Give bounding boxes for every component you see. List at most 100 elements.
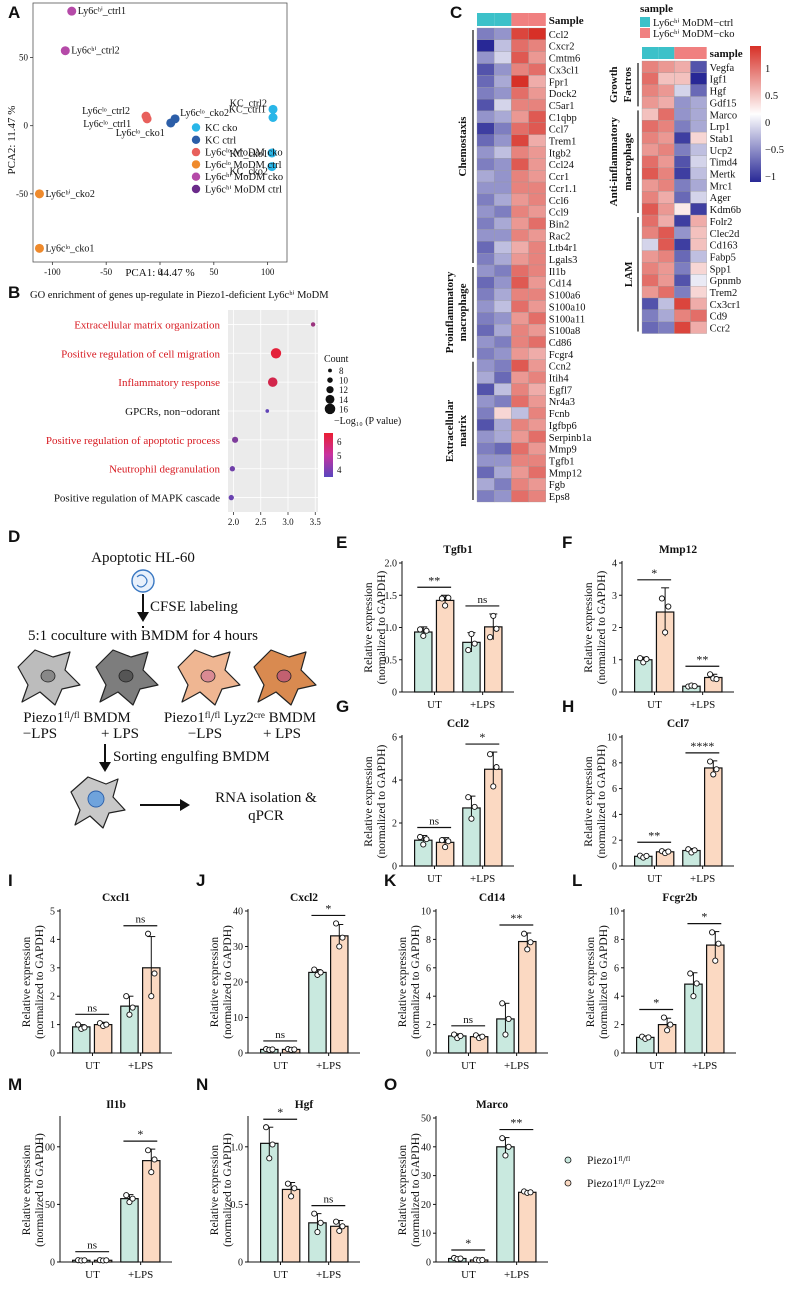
heatmap-gene-label: Ccr1 [549, 172, 569, 183]
heatmap-cell [641, 143, 659, 156]
heatmap-cell [528, 193, 546, 206]
significance-label: ** [648, 828, 660, 842]
data-point [423, 836, 430, 843]
heatmap-cell [674, 155, 691, 168]
heatmap-cell [476, 371, 495, 384]
bar-y-tick-label: 0 [238, 1049, 243, 1060]
bar-y-tick-label: 6 [612, 784, 617, 795]
bar-y-tick-label: 2 [614, 1020, 619, 1031]
bar-y-tick-label: 8 [426, 935, 431, 946]
heatmap-cell [494, 347, 512, 360]
heatmap-cell [511, 407, 529, 420]
pca-legend-dot [191, 123, 201, 132]
bar-panel-e: Tgfb1 0 0.5 1.0 1.5 2.0 Relative expression (no… [363, 544, 514, 711]
heatmap-cell [528, 454, 546, 467]
heatmap-cell [690, 285, 707, 299]
panel-label-j: J [196, 871, 205, 890]
heatmap-cell [528, 347, 546, 360]
data-point [665, 848, 672, 855]
pca-legend-dot [191, 160, 201, 169]
bar-y-tick-label: 10 [421, 907, 431, 918]
schematic-cell-label: −LPS [188, 726, 222, 742]
heatmap-gene-label: Serpinb1a [549, 433, 592, 444]
heatmap-cell [658, 214, 675, 228]
bar-y-label: Relative expression [21, 1145, 33, 1236]
pca-point-label: Ly6cˡᵒ_cko1 [116, 128, 165, 139]
go-count-label: 12 [339, 385, 348, 395]
heatmap-cell [476, 418, 495, 432]
bar-y-tick-label: 30 [233, 942, 243, 953]
heatmap-cell [690, 203, 707, 216]
heatmap-group-label: macrophage [622, 133, 634, 191]
engulfed-cell-icon [87, 790, 105, 808]
bar-x-tick-label: +LPS [690, 699, 715, 711]
heatmap-cell [674, 179, 691, 192]
heatmap-cell [476, 252, 495, 266]
data-point [288, 1193, 295, 1200]
data-point [471, 803, 478, 810]
data-point [471, 640, 478, 647]
pca-legend-label: Ly6cʰⁱ MoDM cko [205, 171, 283, 183]
heatmap-cell [494, 27, 512, 41]
heatmap-cell [674, 238, 691, 251]
schematic-cell-label: −LPS [23, 726, 57, 742]
heatmap-group-label: macrophage [457, 283, 469, 341]
heatmap-cell [511, 75, 529, 88]
heatmap-cell [494, 158, 512, 171]
heatmap-cell [511, 383, 529, 396]
heatmap-gene-label: Ccl6 [549, 196, 569, 207]
pca-legend-label: Ly6cˡᵒ MoDM ctrl [205, 160, 282, 171]
heatmap-cell [476, 347, 495, 360]
significance-label: * [701, 910, 707, 924]
heatmap-scale-tick: 0.5 [765, 91, 778, 102]
heatmap-cell [494, 466, 512, 479]
heatmap-cell [528, 87, 546, 100]
bar-panel-title: Ccl7 [667, 718, 690, 730]
data-point [291, 1185, 298, 1192]
heatmap-cell [528, 407, 546, 420]
bar-y-label: Relative expression [21, 937, 33, 1028]
heatmap-cell [690, 167, 707, 180]
heatmap-cell [674, 167, 691, 180]
go-term-label: Extracellular matrix organization [74, 319, 220, 331]
data-point [468, 630, 475, 638]
heatmap-gene-label: Ager [710, 193, 731, 204]
heatmap-gene-label: Cd86 [549, 338, 572, 349]
bar-panel-n: Hgf 0 0.5 1.0 Relative expression (normalized… [209, 1099, 360, 1281]
bar-y-tick-label: 1.5 [385, 591, 398, 602]
bar-y-tick-label: 10 [421, 1229, 431, 1240]
data-point [527, 1189, 534, 1196]
pca-point-label: KC_ctrl1 [229, 105, 266, 116]
bar-y-label: (normalized to GAPDH) [596, 570, 608, 684]
data-point [707, 671, 714, 678]
bar-y-tick-label: 2 [426, 1020, 431, 1031]
heatmap-cell [511, 442, 529, 455]
bar-y-tick-label: 40 [233, 907, 243, 918]
pca-point [34, 243, 44, 253]
data-point [490, 612, 497, 619]
arrow-head-icon [137, 612, 149, 622]
heatmap-cell [674, 285, 691, 299]
heatmap-gene-label: Dock2 [549, 89, 577, 100]
bar-x-tick-label: +LPS [316, 1060, 341, 1072]
go-color-tick: 6 [337, 437, 342, 447]
bar-y-tick-label: 100 [40, 1142, 55, 1153]
heatmap-cell [641, 84, 659, 97]
pca-point-label: Ly6cˡᵒ_ctrl2 [82, 106, 130, 117]
pca-legend-dot [191, 184, 201, 194]
heatmap-cell [690, 155, 707, 168]
significance-label: ns [477, 594, 487, 606]
data-point [665, 603, 672, 610]
heatmap-cell [494, 395, 512, 408]
heatmap-cell [674, 72, 691, 85]
heatmap-cell [658, 262, 675, 275]
data-point [148, 1169, 155, 1176]
bar-y-tick-label: 0 [426, 1049, 431, 1060]
bar-legend-label: Piezo1ᶠˡ/ᶠˡ [587, 1155, 630, 1167]
pca-point-label: Ly6cˡᵒ_cko1 [45, 243, 94, 254]
heatmap-cell [658, 309, 675, 322]
heatmap-cell [658, 108, 675, 121]
bar-y-tick-label: 2 [612, 836, 617, 847]
heatmap-cell [528, 276, 546, 289]
